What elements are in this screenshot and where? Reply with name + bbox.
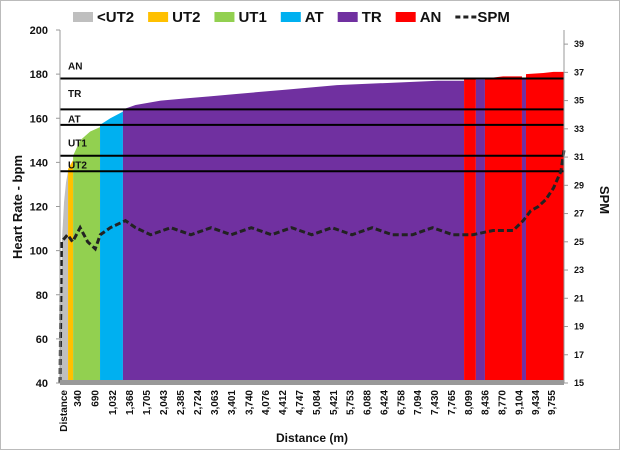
legend-label: SPM xyxy=(477,9,510,26)
legend-label: AT xyxy=(305,9,324,26)
y2-tick-label: 23 xyxy=(574,265,584,275)
x-tick-label: 1,368 xyxy=(125,390,136,415)
x-axis-title: Distance (m) xyxy=(276,431,348,445)
y-tick-label: 100 xyxy=(30,246,48,258)
y2-tick-label: 31 xyxy=(574,152,584,162)
legend-label: UT1 xyxy=(238,9,266,26)
y2-tick-label: 35 xyxy=(574,96,584,106)
x-tick-label: 8,770 xyxy=(498,390,509,415)
legend-label: UT2 xyxy=(172,9,200,26)
x-tick-label: 690 xyxy=(91,390,102,407)
x-tick-label: 7,765 xyxy=(447,390,458,415)
legend-item-below-ut2: <UT2 xyxy=(73,9,134,26)
legend-swatch xyxy=(337,12,358,22)
legend-item-at: AT xyxy=(280,9,324,26)
y2-tick-label: 33 xyxy=(574,124,584,134)
x-tick-label: 4,747 xyxy=(295,390,306,415)
hr-area-at xyxy=(100,111,123,383)
y-tick-label: 140 xyxy=(30,157,48,169)
x-tick-label: 340 xyxy=(73,390,84,407)
x-tick-label: 9,755 xyxy=(547,390,558,415)
hr-area-below-ut2 xyxy=(60,171,69,383)
legend-item-spm: SPM xyxy=(455,9,510,26)
y2-tick-label: 37 xyxy=(574,67,584,77)
x-tick-label: 3,740 xyxy=(244,390,255,415)
hr-area-tr xyxy=(521,78,526,383)
hr-area-an xyxy=(464,78,476,383)
x-tick-label: 8,436 xyxy=(481,390,492,415)
x-tick-label: 4,412 xyxy=(278,390,289,415)
y-tick-label: 60 xyxy=(36,334,48,346)
y-tick-label: 200 xyxy=(30,25,48,37)
y-axis-title: Heart Rate - bpm xyxy=(10,155,25,259)
x-tick-label: 6,088 xyxy=(363,390,374,415)
hr-area-tr xyxy=(122,80,465,384)
legend-item-ut2: UT2 xyxy=(148,9,200,26)
x-tick-label: 2,043 xyxy=(159,390,170,415)
zone-label-an: AN xyxy=(68,61,82,72)
y2-tick-label: 25 xyxy=(574,237,584,247)
x-tick-label: 3,401 xyxy=(227,390,238,415)
legend-swatch xyxy=(214,12,235,22)
x-tick-label: 6,424 xyxy=(379,390,390,415)
y2-tick-label: 39 xyxy=(574,39,584,49)
hr-area-an xyxy=(525,71,564,383)
x-tick-label: 1,705 xyxy=(142,390,153,415)
x-tick-label: 9,434 xyxy=(531,390,542,415)
legend-swatch xyxy=(280,12,301,22)
x-axis-line xyxy=(60,380,564,385)
y-tick-label: 40 xyxy=(36,378,48,390)
legend-label: <UT2 xyxy=(97,9,134,26)
x-tick-label: 6,758 xyxy=(396,390,407,415)
y-tick-label: 160 xyxy=(30,113,48,125)
y2-tick-label: 21 xyxy=(574,293,584,303)
y-tick-label: 120 xyxy=(30,202,48,214)
y2-axis-title: SPM xyxy=(597,186,612,214)
zone-label-ut1: UT1 xyxy=(68,139,87,150)
legend-swatch xyxy=(148,12,169,22)
legend-item-tr: TR xyxy=(337,9,382,26)
x-tick-label: 2,385 xyxy=(176,390,187,415)
hr-area-ut1 xyxy=(73,127,101,383)
x-tick-label: 2,724 xyxy=(193,390,204,415)
spm-line xyxy=(58,149,566,384)
y2-tick-label: 15 xyxy=(574,378,584,388)
legend-swatch xyxy=(395,12,416,22)
x-tick-label: 9,104 xyxy=(514,390,525,415)
legend-item-ut1: UT1 xyxy=(214,9,267,26)
x-tick-label: 5,753 xyxy=(346,390,357,415)
axes: 40 60 80 100 120 140 160 180 200 15 17 19 21 23 25 27 29… xyxy=(30,25,584,432)
x-tick-label: 7,094 xyxy=(413,390,424,415)
x-tick-label: 8,099 xyxy=(464,390,475,415)
x-tick-label: 1,032 xyxy=(108,390,119,415)
legend: <UT2 UT2 UT1 AT TR AN SPM xyxy=(73,9,510,26)
y2-tick-label: 17 xyxy=(574,350,584,360)
x-tick-label: 5,421 xyxy=(329,390,340,415)
zone-label-tr: TR xyxy=(68,89,82,100)
y-tick-label: 80 xyxy=(36,290,48,302)
x-tick-label: 3,063 xyxy=(210,390,221,415)
y2-tick-label: 29 xyxy=(574,180,584,190)
x-tick-label: 4,076 xyxy=(261,390,272,415)
x-tick-label: 7,430 xyxy=(430,390,441,415)
x-tick-label: 5,084 xyxy=(312,390,323,415)
zone-label-ut2: UT2 xyxy=(68,161,87,172)
legend-label: TR xyxy=(362,9,382,26)
y2-tick-label: 19 xyxy=(574,322,584,332)
y2-tick-label: 27 xyxy=(574,209,584,219)
plot-area: AN TR AT UT1 UT2 xyxy=(58,61,566,384)
legend-swatch xyxy=(73,12,93,22)
legend-item-an: AN xyxy=(395,9,442,26)
hr-area-ut2 xyxy=(68,160,74,383)
zone-label-at: AT xyxy=(68,114,81,125)
x-tick-label: Distance xyxy=(59,390,70,432)
y-tick-label: 180 xyxy=(30,69,48,81)
legend-label: AN xyxy=(420,9,442,26)
